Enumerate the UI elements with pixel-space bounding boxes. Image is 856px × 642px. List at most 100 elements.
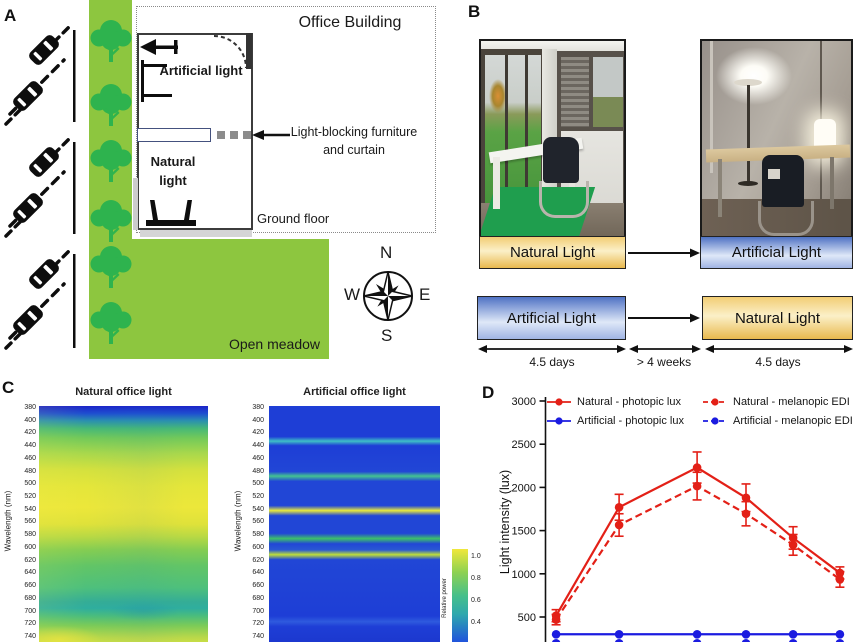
legend-label: Artificial - photopic lux — [577, 415, 684, 427]
wavelength-tick-right: 700 — [252, 607, 264, 615]
wavelength-tick-right: 660 — [252, 582, 264, 590]
wavelength-tick-left: 520 — [24, 493, 36, 501]
office-building-boundary — [136, 6, 436, 233]
legend-marker-icon — [703, 398, 727, 406]
legend-marker-icon — [547, 417, 571, 425]
wavelength-tick-left: 580 — [24, 531, 36, 539]
wavelength-tick-right: 560 — [252, 518, 264, 526]
wavelength-tick-left: 400 — [24, 416, 36, 424]
natural-heatmap-texture — [39, 406, 208, 642]
panel-c-letter: C — [2, 378, 15, 397]
legend-label: Artificial - melanopic EDI — [733, 415, 853, 427]
duration-2-label: > 4 weeks — [636, 355, 692, 369]
wavelength-tick-left: 600 — [24, 543, 36, 551]
panel-a-letter: A — [4, 6, 17, 25]
wavelength-tick-left: 460 — [24, 454, 36, 462]
wavelength-tick-right: 460 — [252, 454, 264, 462]
colorbar-tick: 0.4 — [471, 619, 481, 626]
ground-floor-label: Ground floor — [257, 211, 330, 226]
curtain-segment — [217, 131, 225, 139]
wavelength-tick-right: 420 — [252, 429, 264, 437]
colorbar-tick: 0.8 — [471, 575, 481, 582]
wavelength-tick-left: 420 — [24, 429, 36, 437]
wavelength-tick-right: 540 — [252, 505, 264, 513]
open-meadow-label: Open meadow — [228, 336, 321, 352]
duration-3-label: 4.5 days — [755, 355, 801, 369]
legend-item: Artificial - photopic lux — [546, 415, 700, 427]
wavelength-tick-right: 600 — [252, 543, 264, 551]
legend-marker-icon — [703, 417, 727, 425]
wavelength-tick-right: 400 — [252, 416, 264, 424]
wavelength-tick-right: 640 — [252, 569, 264, 577]
artificial-light-caption-text: Artificial Light — [731, 244, 822, 261]
wavelength-tick-left: 540 — [24, 505, 36, 513]
legend-item: Natural - photopic lux — [546, 396, 700, 408]
office-building-title: Office Building — [298, 14, 402, 31]
wavelength-tick-left: 380 — [24, 404, 36, 411]
wavelength-tick-left: 700 — [24, 607, 36, 615]
wavelength-tick-right: 480 — [252, 467, 264, 475]
compass-w-label: W — [344, 285, 361, 304]
colorbar — [452, 549, 468, 642]
sequence2-artificial-text: Artificial Light — [506, 309, 597, 327]
wavelength-tick-left: 560 — [24, 518, 36, 526]
wavelength-tick-left: 640 — [24, 569, 36, 577]
floor-lamp-glow — [716, 47, 792, 105]
wavelength-tick-right: 500 — [252, 480, 264, 488]
artificial-heatmap-title: Artificial office light — [303, 386, 406, 398]
wavelength-tick-right: 440 — [252, 442, 264, 450]
wavelength-tick-right: 720 — [252, 620, 264, 628]
compass-n-label: N — [380, 243, 393, 262]
panel-b-letter: B — [468, 2, 481, 21]
wavelength-tick-right: 620 — [252, 556, 264, 564]
light-blocking-furniture — [137, 128, 211, 142]
wavelength-tick-left: 720 — [24, 620, 36, 628]
curtain-segment — [230, 131, 238, 139]
legend-label: Natural - melanopic EDI — [733, 396, 850, 408]
wavelength-tick-right: 680 — [252, 594, 264, 602]
natural-light-caption-text: Natural Light — [509, 244, 596, 261]
wavelength-tick-left: 740 — [24, 632, 36, 640]
wavelength-tick-left: 620 — [24, 556, 36, 564]
sequence2-natural-box: Natural Light — [702, 296, 853, 340]
curtain-segment — [243, 131, 251, 139]
colorbar-tick: 1.0 — [471, 553, 481, 560]
compass-s-label: S — [381, 326, 393, 345]
artificial-room-photo — [700, 39, 853, 238]
chart-legend: Natural - photopic lux Natural - melanopi… — [546, 396, 856, 427]
wavelength-tick-right: 740 — [252, 632, 264, 640]
duration-1-label: 4.5 days — [529, 355, 575, 369]
natural-room-photo — [479, 39, 626, 238]
wavelength-tick-left: 660 — [24, 582, 36, 590]
natural-light-room-label: Natural light — [150, 154, 196, 188]
wavelength-tick-left: 480 — [24, 467, 36, 475]
natural-heatmap-title: Natural office light — [75, 386, 172, 398]
panel-d-letter: D — [482, 383, 495, 402]
sequence2-artificial-box: Artificial Light — [477, 296, 626, 340]
colorbar-tick: 0.6 — [471, 597, 481, 604]
legend-item: Artificial - melanopic EDI — [702, 415, 856, 427]
legend-item: Natural - melanopic EDI — [702, 396, 856, 408]
legend-marker-icon — [547, 398, 571, 406]
wavelength-tick-left: 680 — [24, 594, 36, 602]
light-intensity-axis-label: Light intensity (lux) — [498, 469, 512, 575]
west-window — [133, 178, 138, 230]
office-chair — [543, 137, 579, 183]
wavelength-tick-right: 520 — [252, 493, 264, 501]
compass-e-label: E — [419, 285, 431, 304]
artificial-light-caption: Artificial Light — [700, 236, 853, 269]
wavelength-tick-right: 580 — [252, 531, 264, 539]
sequence2-natural-text: Natural Light — [734, 309, 821, 327]
legend-label: Natural - photopic lux — [577, 396, 681, 408]
wavelength-tick-left: 500 — [24, 480, 36, 488]
south-window — [140, 230, 252, 237]
wavelength-tick-right: 380 — [252, 404, 264, 411]
floor-lamp — [747, 85, 750, 183]
wavelength-tick-left: 440 — [24, 442, 36, 450]
artificial-heatmap — [269, 406, 440, 642]
office-chair — [762, 155, 804, 207]
light-blocking-annotation: Light-blocking furniture and curtain — [290, 125, 418, 157]
natural-light-caption: Natural Light — [479, 236, 626, 269]
